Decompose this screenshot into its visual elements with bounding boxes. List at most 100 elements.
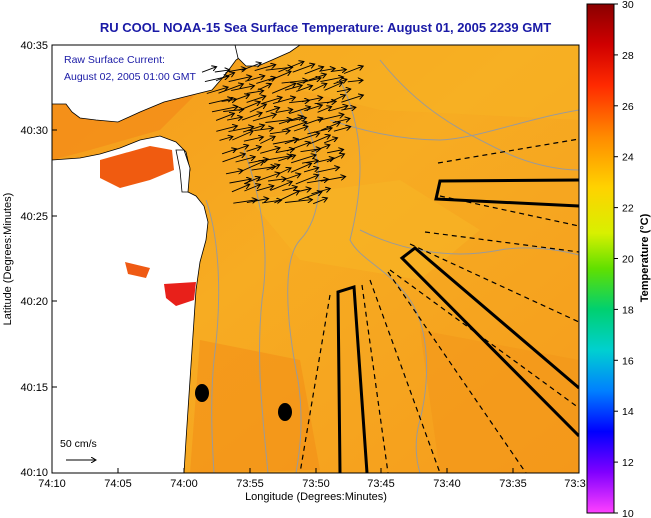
- current-vector: [245, 76, 264, 82]
- current-vector: [201, 67, 217, 73]
- raritan-bay: [100, 146, 174, 188]
- current-vector: [296, 86, 312, 92]
- current-vector: [246, 147, 262, 152]
- current-vector: [233, 145, 248, 152]
- current-vector: [297, 133, 320, 141]
- current-vector: [251, 167, 276, 171]
- current-vector: [260, 136, 275, 144]
- current-vector: [284, 139, 298, 145]
- current-vector: [333, 127, 351, 132]
- current-vector: [312, 84, 327, 91]
- survey-box: [399, 246, 579, 438]
- colorbar-tick-label: 28: [622, 50, 634, 62]
- x-tick-label: 73:40: [433, 478, 461, 490]
- sandy-hook: [175, 149, 191, 193]
- current-vector: [215, 73, 235, 82]
- current-vector: [341, 107, 356, 110]
- scale-vector-label: 50 cm/s: [60, 438, 97, 450]
- colorbar-tick-label: 14: [622, 406, 634, 418]
- land-northeast: [234, 45, 301, 67]
- current-vector: [256, 173, 280, 182]
- current-vector: [242, 125, 264, 133]
- survey-line: [387, 271, 527, 473]
- current-vector: [265, 119, 291, 122]
- current-vector: [221, 149, 237, 155]
- survey-line: [361, 284, 389, 473]
- current-vector: [271, 83, 296, 94]
- current-vector: [283, 174, 300, 181]
- current-vector: [326, 154, 345, 163]
- current-vector: [293, 126, 308, 132]
- current-vector: [254, 128, 273, 131]
- isobath: [243, 149, 269, 473]
- current-vector: [278, 116, 303, 125]
- current-vector: [298, 192, 322, 201]
- current-vector: [317, 114, 344, 122]
- warm-patch: [420, 330, 579, 473]
- survey-box: [434, 178, 579, 208]
- current-vector: [266, 165, 280, 171]
- current-vector: [246, 199, 269, 204]
- current-vector: [292, 64, 315, 73]
- current-vector: [306, 179, 329, 184]
- isobath: [359, 229, 579, 256]
- y-tick-label: 40:30: [20, 125, 48, 137]
- current-vector: [286, 142, 310, 152]
- current-vector: [300, 149, 321, 152]
- current-vector: [319, 68, 335, 71]
- survey-line: [424, 231, 579, 253]
- current-vector: [290, 155, 316, 164]
- x-tick-label: 73:50: [302, 478, 330, 490]
- current-vector: [313, 198, 327, 205]
- current-vector: [208, 98, 232, 105]
- current-vector: [254, 65, 276, 72]
- current-vector: [269, 131, 290, 134]
- x-tick-label: 73:35: [499, 478, 527, 490]
- current-vector: [284, 85, 302, 91]
- current-vector: [331, 70, 346, 72]
- colorbar-tick-label: 18: [622, 304, 634, 316]
- current-vector: [244, 184, 260, 192]
- inlet-warm: [164, 282, 196, 306]
- current-vector: [225, 170, 243, 173]
- station-marker: [278, 403, 292, 421]
- current-vector: [268, 71, 291, 82]
- current-vector: [221, 99, 237, 101]
- current-vector: [231, 86, 254, 92]
- current-vector: [215, 113, 234, 121]
- current-vector: [303, 168, 319, 173]
- current-vector: [304, 105, 322, 112]
- current-vector: [235, 157, 256, 163]
- current-vector: [305, 118, 323, 125]
- colorbar-tick-label: 10: [622, 508, 634, 518]
- current-vector: [231, 184, 250, 193]
- isobath: [339, 79, 428, 473]
- colorbar-label: Temperature (°C): [639, 213, 651, 302]
- current-vector: [321, 122, 340, 131]
- current-vector: [206, 87, 228, 94]
- colorbar-tick-label: 26: [622, 101, 634, 113]
- survey-box: [336, 285, 369, 473]
- current-vector: [211, 107, 238, 113]
- current-vector: [347, 80, 363, 82]
- survey-line: [409, 243, 579, 323]
- current-vector: [282, 187, 297, 192]
- current-vector: [324, 83, 343, 91]
- colorbar-tick-label: 20: [622, 254, 634, 266]
- current-vector: [272, 97, 295, 105]
- current-vector: [256, 186, 274, 192]
- current-vector: [261, 97, 282, 105]
- overlay-current-label: Raw Surface Current:: [64, 54, 165, 66]
- colorbar-tick-label: 16: [622, 355, 634, 367]
- current-vector: [289, 107, 310, 115]
- current-vector: [311, 145, 330, 153]
- current-vector: [320, 77, 343, 83]
- x-tick-label: 73:45: [367, 478, 395, 490]
- y-tick-label: 40:15: [20, 382, 48, 394]
- warm-patch: [190, 340, 320, 473]
- current-vector: [290, 163, 312, 173]
- current-vector: [240, 161, 265, 173]
- current-vector: [290, 118, 307, 121]
- colorbar-tick-label: 12: [622, 457, 634, 469]
